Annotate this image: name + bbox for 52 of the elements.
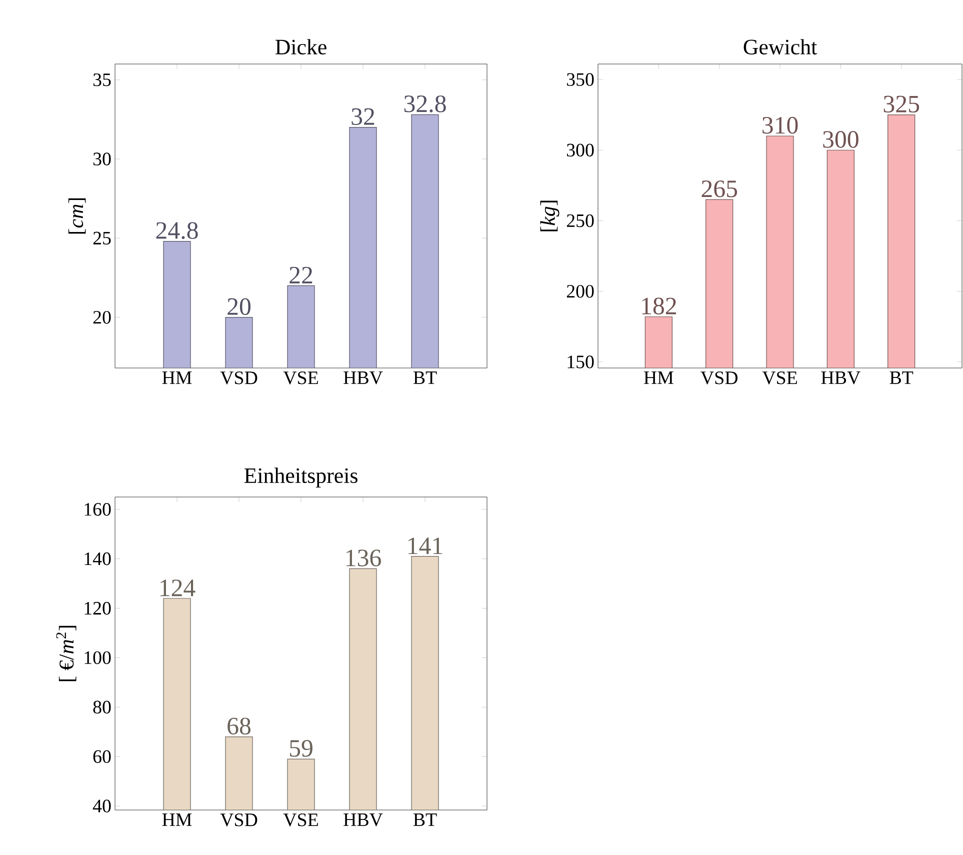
chart-title: Gewicht (744, 39, 818, 54)
x-tick-label: HM (162, 372, 192, 384)
y-tick-label: 100 (84, 651, 111, 664)
data-label: 300 (823, 131, 858, 148)
y-tick-label: 200 (566, 284, 594, 298)
data-label: 310 (762, 116, 798, 134)
y-axis-title: [kg] (540, 200, 560, 232)
data-label: 265 (702, 180, 738, 198)
x-tick-label: HBV (344, 372, 383, 384)
y-tick-label: 60 (93, 750, 111, 763)
data-label: 32.8 (404, 95, 446, 112)
y-tick-label: 160 (84, 502, 111, 516)
data-label: 136 (346, 550, 381, 566)
data-label: 20 (228, 298, 250, 316)
x-tick-label: VSE (762, 372, 797, 384)
x-tick-label: BT (890, 372, 914, 384)
x-tick-label: HBV (821, 372, 860, 384)
data-label: 59 (290, 740, 312, 757)
data-label: 32 (352, 108, 374, 126)
x-tick-label: VSD (700, 372, 738, 384)
y-tick-label: 250 (566, 214, 594, 228)
data-label: 124 (160, 580, 196, 596)
y-tick-label: 120 (84, 602, 111, 615)
y-tick-label: 40 (92, 800, 111, 812)
y-tick-label: 35 (93, 73, 111, 86)
x-tick-label: BT (413, 372, 437, 384)
data-label: 22 (290, 266, 312, 284)
y-tick-label: 140 (84, 552, 111, 566)
x-tick-label: VSE (283, 372, 318, 384)
x-tick-label: HM (644, 372, 674, 384)
y-axis-title: [cm] (68, 198, 86, 234)
y-tick-label: 350 (567, 73, 594, 86)
data-label: 141 (408, 538, 442, 554)
y-tick-label: 20 (93, 310, 111, 324)
x-tick-label: VSE (283, 814, 318, 826)
data-label: 24.8 (156, 222, 198, 240)
y-tick-label: 30 (93, 152, 111, 166)
y-tick-label: 150 (568, 356, 594, 368)
chart-title: Dicke (275, 39, 326, 54)
data-label: 68 (228, 718, 250, 735)
data-label: 182 (642, 298, 676, 314)
x-tick-label: HM (162, 814, 192, 826)
data-label: 325 (884, 96, 920, 113)
y-tick-label: 25 (93, 232, 111, 245)
x-tick-label: VSD (220, 814, 258, 826)
x-tick-label: VSD (220, 372, 258, 384)
x-tick-label: HBV (344, 814, 383, 826)
y-tick-label: 80 (93, 700, 111, 714)
y-tick-label: 300 (567, 144, 594, 157)
x-tick-label: BT (413, 814, 437, 826)
chart-title: Einheitspreis (244, 468, 358, 488)
y-axis-title: [ €/m$^{2}$] (56, 626, 76, 682)
